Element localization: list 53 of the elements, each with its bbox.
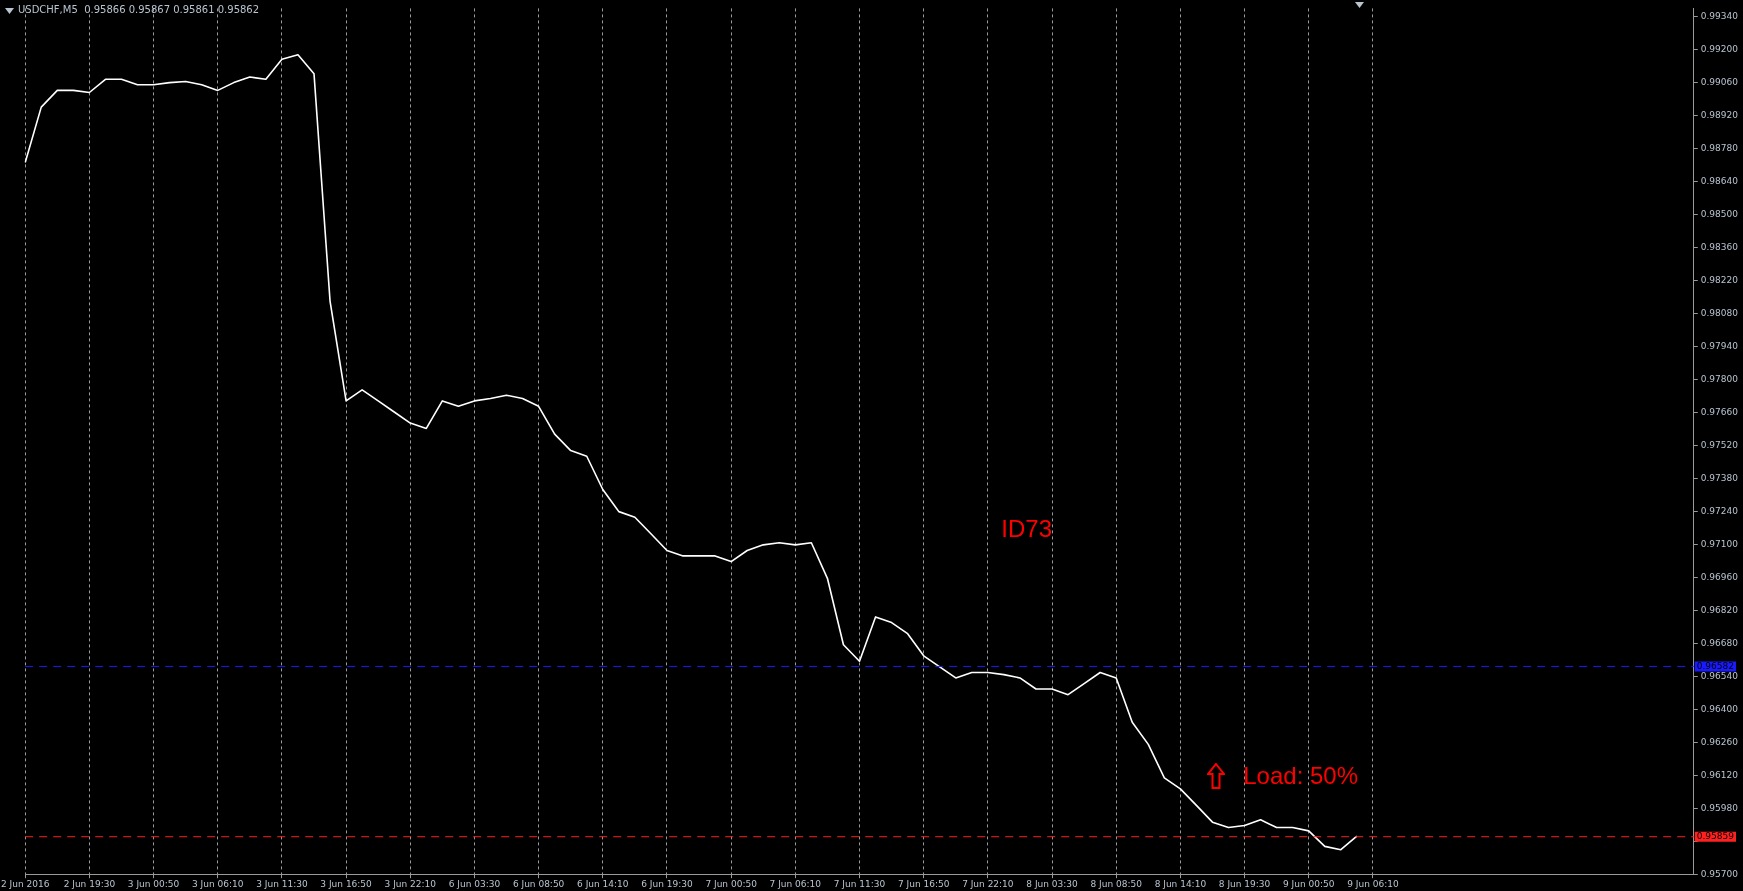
ref-line-label: 0.95859 (1696, 831, 1735, 842)
ref-line-label: 0.96582 (1696, 660, 1734, 671)
x-tick-label: 2 Jun 2016 (1, 878, 50, 889)
x-tick-label: 9 Jun 00:50 (1283, 878, 1335, 889)
x-tick-label: 7 Jun 11:30 (833, 878, 886, 889)
y-tick-label: 0.96540 (1700, 670, 1739, 681)
y-tick-label: 0.97240 (1700, 505, 1739, 516)
y-tick-label: 0.96820 (1700, 604, 1739, 615)
y-tick-label: 0.97100 (1700, 538, 1739, 549)
y-tick-label: 0.97660 (1700, 406, 1739, 417)
y-tick-label: 0.98920 (1700, 109, 1739, 120)
y-tick-label: 0.98780 (1700, 142, 1739, 153)
x-tick-label: 8 Jun 08:50 (1090, 878, 1143, 889)
x-tick-label: 3 Jun 06:10 (192, 878, 244, 889)
x-tick-label: 8 Jun 14:10 (1154, 878, 1207, 889)
y-tick-label: 0.96680 (1700, 637, 1739, 648)
y-tick-label: 0.96260 (1700, 736, 1739, 747)
x-tick-label: 9 Jun 06:10 (1347, 878, 1399, 889)
y-tick-label: 0.96400 (1700, 703, 1739, 714)
x-tick-label: 6 Jun 03:30 (448, 878, 501, 889)
y-tick-label: 0.98080 (1700, 307, 1739, 318)
y-tick-label: 0.99200 (1700, 43, 1739, 54)
y-tick-label: 0.95980 (1700, 802, 1739, 813)
y-tick-label: 0.97520 (1700, 439, 1739, 450)
x-tick-label: 8 Jun 03:30 (1026, 878, 1079, 889)
x-tick-label: 6 Jun 19:30 (641, 878, 693, 889)
x-tick-label: 7 Jun 16:50 (897, 878, 950, 889)
y-tick-label: 0.97380 (1700, 472, 1739, 483)
x-tick-label: 3 Jun 00:50 (127, 878, 180, 889)
y-tick-label: 0.99340 (1700, 10, 1739, 21)
y-tick-label: 0.96120 (1700, 769, 1739, 780)
annotation: ID73 (1001, 514, 1053, 543)
y-tick-label: 0.98500 (1700, 208, 1739, 219)
y-tick-label: 0.95700 (1700, 868, 1739, 879)
x-tick-label: 7 Jun 06:10 (769, 878, 822, 889)
x-tick-label: 6 Jun 08:50 (512, 878, 565, 889)
y-tick-label: 0.98640 (1700, 175, 1739, 186)
x-tick-label: 7 Jun 00:50 (705, 878, 758, 889)
annotation: Load: 50% (1243, 761, 1359, 790)
x-tick-label: 7 Jun 22:10 (962, 878, 1014, 889)
x-tick-label: 3 Jun 11:30 (256, 878, 308, 889)
y-tick-label: 0.98360 (1700, 241, 1739, 252)
x-tick-label: 3 Jun 16:50 (320, 878, 373, 889)
x-tick-label: 8 Jun 19:30 (1218, 878, 1271, 889)
x-tick-label: 3 Jun 22:10 (384, 878, 437, 889)
y-tick-label: 0.97940 (1700, 340, 1739, 351)
x-tick-label: 2 Jun 19:30 (63, 878, 116, 889)
y-tick-label: 0.99060 (1700, 76, 1739, 87)
y-tick-label: 0.98220 (1700, 274, 1739, 285)
chart-title: USDCHF,M5 0.95866 0.95867 0.95861 0.95862 (18, 4, 260, 15)
x-tick-label: 6 Jun 14:10 (577, 878, 629, 889)
y-tick-label: 0.97800 (1700, 373, 1739, 384)
y-tick-label: 0.96960 (1700, 571, 1739, 582)
